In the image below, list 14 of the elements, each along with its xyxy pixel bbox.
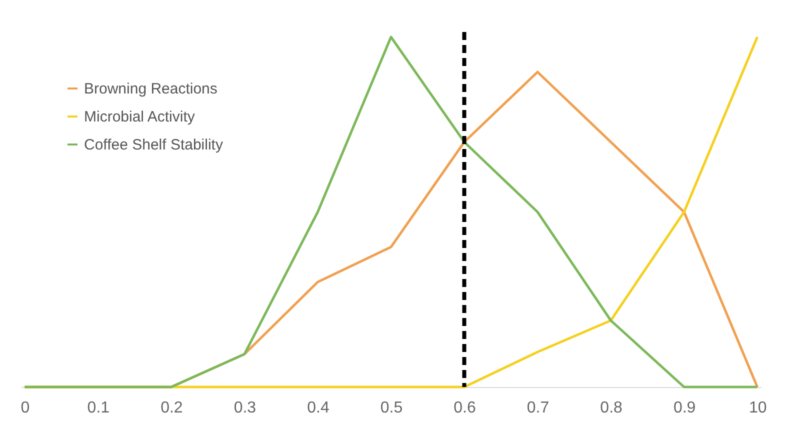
x-tick-label: 0.9: [673, 400, 696, 416]
x-tick-label: 0.4: [307, 400, 330, 416]
x-tick-label: 0.8: [600, 400, 623, 416]
legend-label: Microbial Activity: [84, 108, 196, 126]
x-tick-label: 10: [748, 400, 767, 416]
x-tick-label: 0: [20, 400, 30, 416]
x-tick-label: 0.3: [234, 400, 256, 416]
legend-label: Browning Reactions: [84, 80, 218, 98]
x-tick-label: 0.7: [526, 400, 550, 416]
x-tick-label: 0.5: [380, 400, 403, 416]
x-tick-label: 0.6: [454, 400, 476, 416]
legend-label: Coffee Shelf Stability: [84, 136, 224, 154]
x-tick-label: 0.2: [160, 400, 183, 416]
x-tick-label: 0.1: [87, 400, 110, 416]
